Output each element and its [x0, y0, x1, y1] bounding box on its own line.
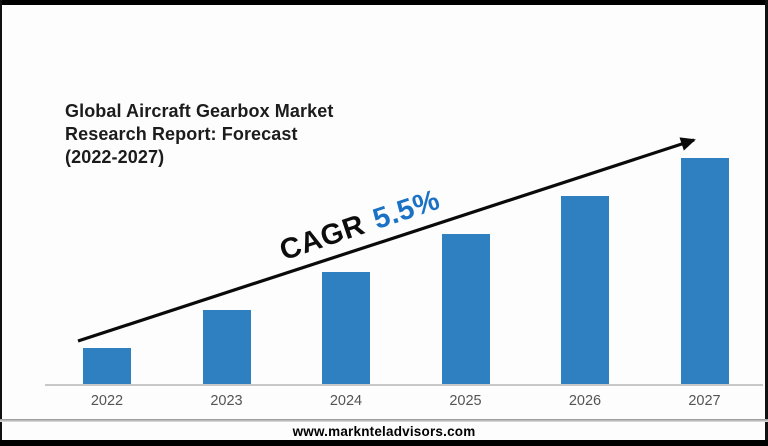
x-axis-label-2026: 2026 — [568, 393, 602, 409]
x-axis-label-2027: 2027 — [688, 393, 721, 409]
left-border — [0, 0, 2, 446]
bar-2024 — [322, 272, 370, 385]
bar-2025 — [441, 234, 490, 385]
x-axis-label-2022: 2022 — [90, 393, 124, 409]
bar-2023 — [202, 310, 251, 385]
bar-2027 — [680, 158, 729, 385]
x-axis-label-2023: 2023 — [210, 393, 243, 409]
right-border — [765, 0, 768, 446]
chart-title-line-1: Global Aircraft Gearbox Market — [65, 101, 334, 121]
bar-2022 — [83, 348, 131, 385]
x-axis-label-2024: 2024 — [329, 393, 363, 409]
footer-website: www.marknteladvisors.com — [292, 424, 476, 439]
footer-divider — [0, 419, 768, 422]
x-axis-label-2025: 2025 — [449, 393, 482, 409]
x-axis-line — [45, 384, 763, 386]
top-black-bar — [0, 0, 768, 5]
bottom-black-bar — [0, 440, 768, 446]
bar-2026 — [561, 196, 609, 385]
